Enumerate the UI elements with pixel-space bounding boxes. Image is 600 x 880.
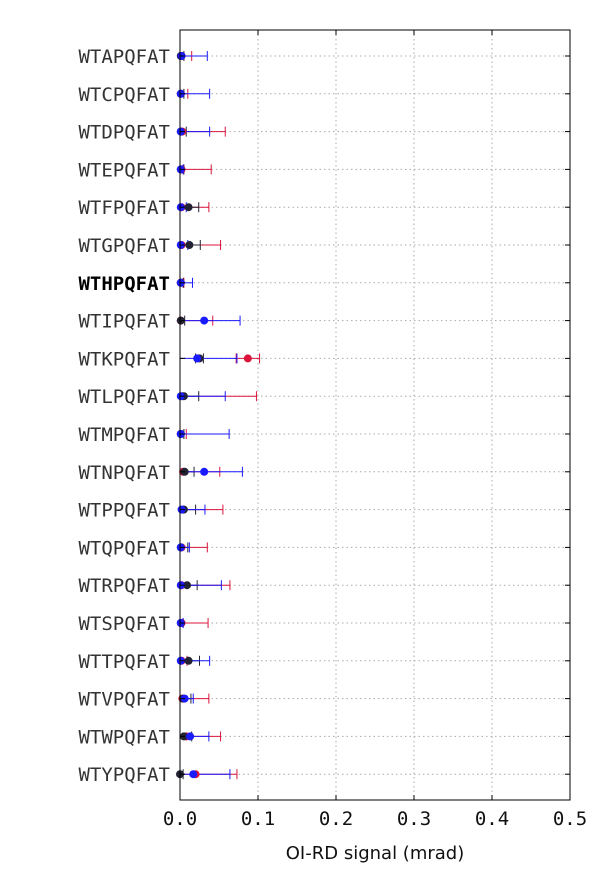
- data-point: [183, 581, 192, 590]
- x-tick-label: 0.3: [397, 808, 431, 830]
- plot-frame: [179, 29, 571, 801]
- y-tick-label: WTMPQFAT: [78, 424, 170, 446]
- data-point: [185, 241, 194, 249]
- y-tick-label: WTEPQFAT: [78, 159, 170, 181]
- data-point: [189, 770, 198, 779]
- y-tick-label: WTFPQFAT: [78, 197, 170, 219]
- y-tick-label: WTYPQFAT: [78, 764, 170, 786]
- y-tick-label: WTLPQFAT: [78, 386, 170, 408]
- y-tick-label: WTRPQFAT: [78, 575, 170, 597]
- data-point: [200, 316, 209, 325]
- x-axis-title: OI-RD signal (mrad): [286, 843, 464, 864]
- tick-marks: [179, 30, 571, 800]
- x-tick-label: 0.2: [319, 808, 353, 830]
- data-point: [193, 354, 202, 363]
- y-tick-label: WTQPQFAT: [78, 537, 170, 559]
- data-point: [184, 203, 193, 212]
- y-tick-label: WTIPQFAT: [78, 311, 170, 333]
- grid: [180, 30, 570, 800]
- x-tick-label: 0.1: [241, 808, 275, 830]
- y-tick-label: WTCPQFAT: [78, 84, 170, 106]
- y-tick-label: WTSPQFAT: [78, 613, 170, 635]
- data-point: [243, 354, 252, 363]
- y-tick-label: WTWPQFAT: [78, 726, 170, 748]
- y-tick-label: WTKPQFAT: [78, 348, 170, 370]
- y-tick-label: WTNPQFAT: [78, 462, 170, 484]
- x-tick-label: 0.4: [475, 808, 509, 830]
- data-point: [184, 656, 193, 665]
- x-tick-labels: 0.0 0.1 0.2 0.3 0.4 0.5: [163, 808, 587, 830]
- x-tick-label: 0.0: [163, 808, 197, 830]
- y-tick-label: WTDPQFAT: [78, 122, 170, 144]
- y-tick-label: WTAPQFAT: [78, 46, 170, 68]
- data-point: [200, 467, 209, 476]
- y-tick-label: WTPPQFAT: [78, 500, 170, 522]
- y-tick-labels: WTAPQFAT WTCPQFAT WTDPQFAT WTEPQFAT WTFPQFAT…: [78, 46, 170, 786]
- y-tick-label: WTVPQFAT: [78, 689, 170, 711]
- data-points: [176, 52, 252, 779]
- y-tick-label: WTHPQFAT: [78, 273, 170, 295]
- y-tick-label: WTTPQFAT: [78, 651, 170, 673]
- error-bars: [179, 51, 261, 780]
- y-tick-label: WTGPQFAT: [78, 235, 170, 257]
- data-point: [186, 732, 195, 741]
- x-tick-label: 0.5: [553, 808, 587, 830]
